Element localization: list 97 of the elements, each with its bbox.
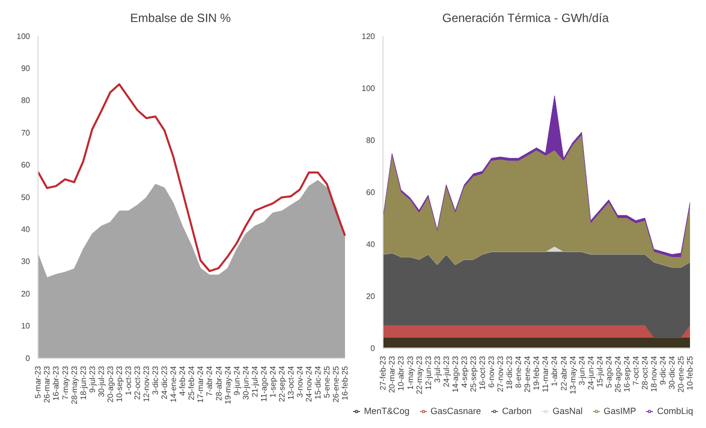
y-tick-label: 0 [26, 354, 31, 363]
x-tick-label: 28-oct-24 [640, 355, 650, 390]
x-tick-label: 19-feb-24 [532, 355, 542, 390]
x-tick-label: 27-nov-23 [496, 355, 506, 392]
x-tick-label: 30-dic-24 [668, 355, 677, 390]
line-series [37, 83, 346, 272]
x-tick-label: 14-ene-24 [169, 365, 178, 402]
x-tick-label: 5-mar-23 [34, 365, 43, 398]
x-tick-label: 30-jul-23 [96, 365, 106, 398]
x-tick-label: 3-jun-24 [577, 355, 586, 386]
x-tick-label: 16-oct-23 [478, 355, 488, 390]
y-tick-label: 70 [21, 128, 31, 138]
x-tick-label: 16-sep-24 [622, 355, 632, 392]
y-tick-label: 60 [21, 160, 31, 170]
x-tick-label: 24-jul-23 [442, 355, 451, 388]
x-tick-label: 1-may-23 [406, 355, 415, 390]
x-tick-label: 17-mar-24 [196, 365, 206, 403]
x-tick-label: 11-ago-24 [259, 365, 268, 402]
legend-label: GasIMP [604, 406, 636, 416]
x-tick-label: 22-sep-24 [277, 365, 286, 402]
x-tick-label: 18-jun-23 [78, 365, 88, 400]
legend-label: Carbon [502, 406, 532, 416]
x-tick-label: 6-nov-23 [487, 355, 496, 388]
x-tick-label: 10-abr-23 [396, 355, 406, 391]
chart-title: Generación Térmica - GWh/día [441, 10, 610, 27]
x-tick-label: 30-jun-24 [241, 365, 250, 400]
chart-title: Embalse de SIN % [129, 10, 232, 27]
y-tick-label: 30 [21, 257, 31, 266]
x-tick-label: 7-may-23 [60, 365, 70, 400]
y-tick-label: 80 [366, 136, 376, 145]
x-tick-label: 26-ene-25 [332, 365, 341, 402]
x-tick-label: 20-ago-23 [106, 365, 115, 402]
x-tick-label: 28-may-23 [70, 365, 79, 404]
legend-label: GasCasnare [430, 406, 482, 416]
x-tick-label: 18-nov-24 [650, 355, 659, 392]
x-tick-label: 24-jun-24 [586, 355, 596, 390]
x-tick-label: 18-dic-23 [505, 355, 514, 390]
x-tick-label: 26-ago-24 [613, 355, 622, 392]
x-tick-label: 24-dic-23 [160, 365, 170, 400]
x-tick-label: 5-ago-24 [604, 355, 614, 388]
x-tick-label: 22-abr-24 [559, 355, 568, 391]
x-tick-label: 15-jul-24 [595, 355, 604, 388]
x-tick-label: 9-dic-24 [658, 355, 668, 385]
x-tick-label: 22-oct-23 [133, 365, 142, 400]
legend-label: CombLiq [657, 406, 694, 416]
x-tick-label: 4-feb-24 [178, 365, 188, 396]
y-tick-label: 90 [21, 64, 31, 74]
x-tick-label: 22-may-23 [414, 355, 424, 394]
x-tick-label: 20-ene-25 [676, 355, 686, 392]
x-tick-label: 1-sep-24 [268, 365, 278, 398]
x-tick-label: 9-jul-23 [88, 365, 97, 393]
x-tick-label: 26-mar-23 [42, 365, 52, 403]
x-tick-label: 7-oct-24 [632, 355, 641, 386]
y-tick-label: 60 [366, 188, 376, 197]
x-tick-label: 16-abr-23 [52, 365, 61, 401]
x-tick-label: 21-jul-24 [250, 365, 260, 398]
x-tick-label: 7-abr-24 [205, 365, 214, 396]
x-tick-label: 14-ago-23 [450, 355, 460, 392]
y-tick-label: 40 [21, 225, 31, 234]
y-tick-label: 20 [366, 292, 376, 301]
x-tick-label: 16-feb-25 [340, 365, 350, 400]
y-tick-label: 50 [21, 192, 31, 202]
x-tick-label: 25-feb-24 [187, 365, 196, 400]
x-tick-label: 27-feb-23 [378, 355, 388, 390]
x-tick-label: 20-mar-23 [388, 355, 397, 393]
x-tick-label: 29-ene-24 [523, 355, 532, 392]
x-tick-label: 10-sep-23 [114, 365, 124, 402]
x-tick-label: 25-sep-23 [468, 355, 478, 392]
y-tick-label: 100 [362, 84, 376, 93]
y-tick-label: 100 [16, 32, 31, 41]
x-tick-label: 5-ene-25 [322, 365, 332, 398]
x-tick-label: 4-sep-23 [460, 355, 469, 388]
y-tick-label: 120 [362, 32, 376, 41]
x-tick-label: 15-dic-24 [314, 365, 323, 400]
x-tick-label: 1-abr-24 [550, 355, 560, 386]
x-tick-label: 24-nov-24 [304, 365, 314, 402]
y-tick-label: 10 [21, 322, 31, 331]
y-tick-label: 80 [21, 96, 31, 106]
y-tick-label: 40 [366, 240, 376, 249]
x-tick-label: 28-abr-24 [214, 365, 224, 401]
x-tick-label: 13-oct-24 [286, 365, 296, 400]
legend-label: GasNal [552, 406, 583, 416]
x-tick-label: 9-jun-24 [232, 365, 242, 396]
x-tick-label: 1-oct-23 [124, 365, 133, 396]
x-tick-label: 3-jul-23 [432, 355, 442, 383]
x-tick-label: 12-nov-23 [142, 365, 152, 402]
x-tick-label: 3-nov-24 [296, 365, 305, 398]
legend-label: MenT&Cog [364, 406, 410, 416]
x-tick-label: 11-mar-24 [541, 355, 550, 392]
x-tick-label: 19-may-24 [223, 365, 232, 404]
x-tick-label: 8-ene-24 [514, 355, 524, 388]
x-tick-label: 3-dic-23 [151, 365, 160, 395]
y-tick-label: 0 [370, 344, 376, 353]
x-tick-label: 10-feb-25 [686, 355, 695, 390]
x-tick-label: 13-may-24 [568, 355, 578, 394]
x-tick-label: 12-jun-23 [424, 355, 433, 390]
y-tick-label: 20 [21, 289, 31, 298]
